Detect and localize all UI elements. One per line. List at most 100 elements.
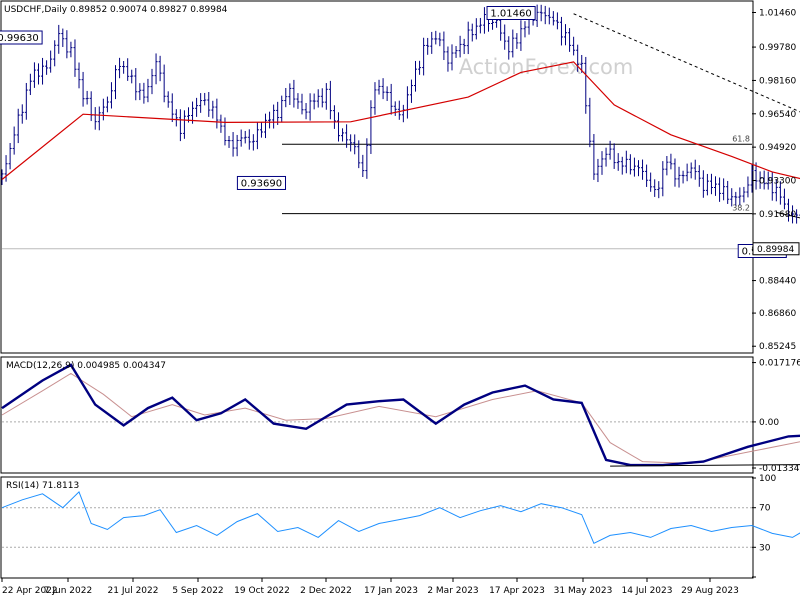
price-bar xyxy=(276,101,280,125)
annotation-label: 1.01460 xyxy=(490,9,531,20)
price-bar xyxy=(564,24,568,46)
price-bar xyxy=(118,57,122,79)
price-bar xyxy=(239,129,243,147)
price-bar xyxy=(247,129,251,150)
price-bar xyxy=(446,46,450,72)
price-bar xyxy=(328,80,332,120)
price-bar xyxy=(134,68,138,101)
price-bar xyxy=(105,96,109,113)
price-bar xyxy=(393,101,397,116)
price-bar xyxy=(791,205,795,224)
macd-axis-label: 0.017176 xyxy=(759,359,800,369)
price-bar xyxy=(292,79,296,108)
price-bar xyxy=(482,7,486,34)
price-bar xyxy=(336,112,340,142)
price-bar xyxy=(45,60,49,75)
price-bar xyxy=(255,122,259,150)
price-bar xyxy=(158,55,162,82)
price-bar xyxy=(701,170,705,198)
price-bar xyxy=(170,93,174,123)
price-bar xyxy=(304,102,308,120)
price-bar xyxy=(199,93,203,113)
macd-panel xyxy=(0,356,754,474)
price-bar xyxy=(730,188,734,207)
price-bar xyxy=(36,63,40,85)
price-bar xyxy=(251,134,255,151)
price-bar xyxy=(243,130,247,144)
price-bar xyxy=(434,30,438,45)
price-bar xyxy=(316,89,320,108)
price-bar xyxy=(645,164,649,187)
price-bar xyxy=(774,179,778,202)
x-axis-label: 17 Apr 2023 xyxy=(489,586,545,596)
price-bar xyxy=(16,108,20,144)
price-bar xyxy=(657,181,661,199)
annotation-label: 0.99630 xyxy=(0,33,39,44)
price-bar xyxy=(762,170,766,190)
price-bar xyxy=(259,122,263,138)
price-bar xyxy=(332,105,336,129)
price-bar xyxy=(511,29,515,58)
rsi-axis-label: 100 xyxy=(759,474,776,484)
price-bar xyxy=(555,12,559,30)
price-bar xyxy=(81,71,85,107)
price-bar xyxy=(418,60,422,75)
last-price-tag xyxy=(752,242,800,256)
price-bar xyxy=(369,100,373,154)
price-bar xyxy=(726,180,730,204)
price-bar xyxy=(551,11,555,26)
price-bar xyxy=(353,134,357,155)
price-bar xyxy=(73,39,77,77)
price-bar xyxy=(8,143,12,170)
price-bar xyxy=(722,178,726,201)
price-bar xyxy=(572,36,576,56)
price-bar xyxy=(543,5,547,25)
price-bar xyxy=(742,186,746,203)
price-bar xyxy=(426,37,430,55)
x-axis-label: 2 Mar 2023 xyxy=(427,586,478,596)
price-bar xyxy=(677,166,681,188)
price-bar xyxy=(503,24,507,50)
macd-support-line xyxy=(610,464,800,467)
price-bar xyxy=(470,23,474,42)
annotation-label: 0.93690 xyxy=(241,178,282,189)
price-bar xyxy=(101,98,105,121)
price-axis-label: 0.86860 xyxy=(759,309,796,319)
price-axis-label: 0.88440 xyxy=(759,277,796,287)
price-bar xyxy=(592,134,596,180)
price-bar xyxy=(632,157,636,177)
price-bar xyxy=(77,62,81,89)
price-bar xyxy=(519,20,523,51)
price-bar xyxy=(584,56,588,114)
price-bar xyxy=(207,91,211,117)
price-bar xyxy=(324,83,328,110)
price-bar xyxy=(272,104,276,129)
price-bar xyxy=(349,134,353,152)
macd-header: MACD(12,26,9) 0.004985 0.004347 xyxy=(6,361,166,371)
price-bar xyxy=(422,37,426,76)
x-axis-label: 17 Jan 2023 xyxy=(364,586,418,596)
fib-level-label: 61.8 xyxy=(732,134,750,143)
price-bar xyxy=(4,155,8,182)
price-bar xyxy=(547,7,551,25)
price-bar xyxy=(65,30,69,59)
price-bar xyxy=(624,150,628,174)
price-bar xyxy=(409,79,413,103)
price-bar xyxy=(215,98,219,129)
price-bar xyxy=(150,68,154,95)
price-bar xyxy=(738,187,742,206)
price-bar xyxy=(462,38,466,55)
price-bar xyxy=(142,82,146,104)
price-bar xyxy=(673,158,677,187)
price-bar xyxy=(12,126,16,155)
macd-axis-label: -0.01334 xyxy=(759,464,800,474)
price-header: USDCHF,Daily 0.89852 0.90074 0.89827 0.8… xyxy=(4,5,228,15)
price-bar xyxy=(515,33,519,49)
price-bar xyxy=(466,21,470,55)
price-bar xyxy=(312,93,316,110)
price-bar xyxy=(770,172,774,201)
price-bar xyxy=(357,140,361,169)
price-bar xyxy=(766,171,770,190)
price-bar xyxy=(693,159,697,180)
